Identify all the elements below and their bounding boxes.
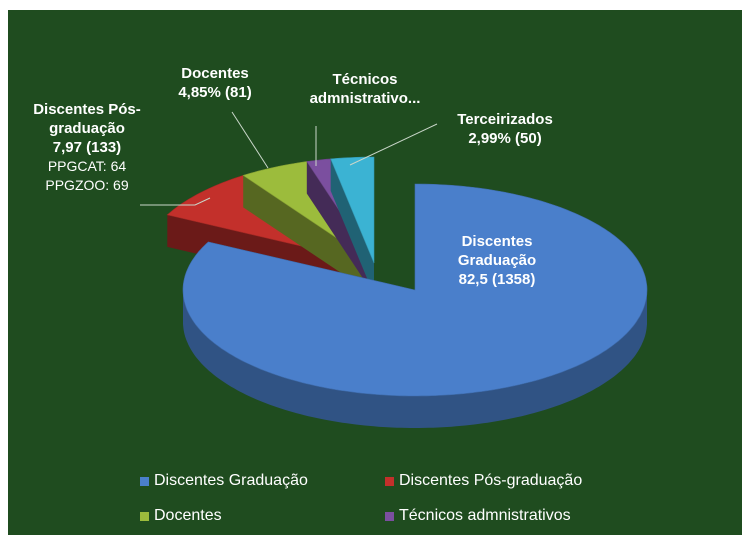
data-label: Discentes Pós-graduação 7,97 (133) PPGCA… (12, 100, 162, 195)
slice-top (182, 183, 648, 397)
legend-swatch (385, 511, 394, 521)
slice (182, 183, 648, 428)
label-value: 4,85% (81) (178, 84, 252, 101)
legend-label: Discentes Graduação (154, 472, 308, 489)
label-name: Docentes (181, 65, 249, 82)
data-label: Técnicos admnistrativo... (300, 70, 430, 108)
slice-side (330, 158, 374, 295)
annotation: PPGCAT: 64 (47, 158, 127, 174)
legend-label: Docentes (154, 507, 222, 524)
slice-side (306, 161, 374, 295)
legend-item: Discentes Graduação (140, 472, 308, 490)
legend-label: Técnicos admnistrativos (399, 507, 571, 524)
label-value: 7,97 (133) (52, 139, 122, 156)
slice (330, 156, 375, 295)
label-name: Terceirizados (457, 111, 553, 128)
label-name: Discentes Pós-graduação (33, 101, 141, 137)
slice-wall (183, 290, 647, 428)
data-label: Docentes 4,85% (81) (150, 64, 280, 102)
legend-item: Docentes (140, 507, 222, 525)
legend-item: Técnicos admnistrativos (385, 507, 571, 525)
slice-top (330, 156, 375, 264)
leader-line (349, 123, 438, 166)
legend-swatch (140, 476, 149, 486)
data-label: Discentes Graduação 82,5 (1358) (437, 232, 557, 289)
label-value: 82,5 (1358) (458, 271, 536, 288)
label-value: 2,99% (50) (468, 130, 542, 147)
leader-line (231, 111, 269, 169)
legend-item: Discentes Pós-graduação (385, 472, 582, 490)
data-label: Terceirizados 2,99% (50) (435, 110, 575, 148)
legend-label: Discentes Pós-graduação (399, 472, 583, 489)
legend-swatch (385, 476, 394, 486)
label-name: Técnicos admnistrativo... (309, 71, 421, 107)
legend-swatch (140, 511, 149, 521)
label-name: Discentes Graduação (457, 233, 537, 269)
annotation: PPGZOO: 69 (45, 177, 129, 193)
leader-line (140, 197, 211, 206)
slice-side (243, 175, 374, 295)
leader-lines (140, 111, 438, 206)
